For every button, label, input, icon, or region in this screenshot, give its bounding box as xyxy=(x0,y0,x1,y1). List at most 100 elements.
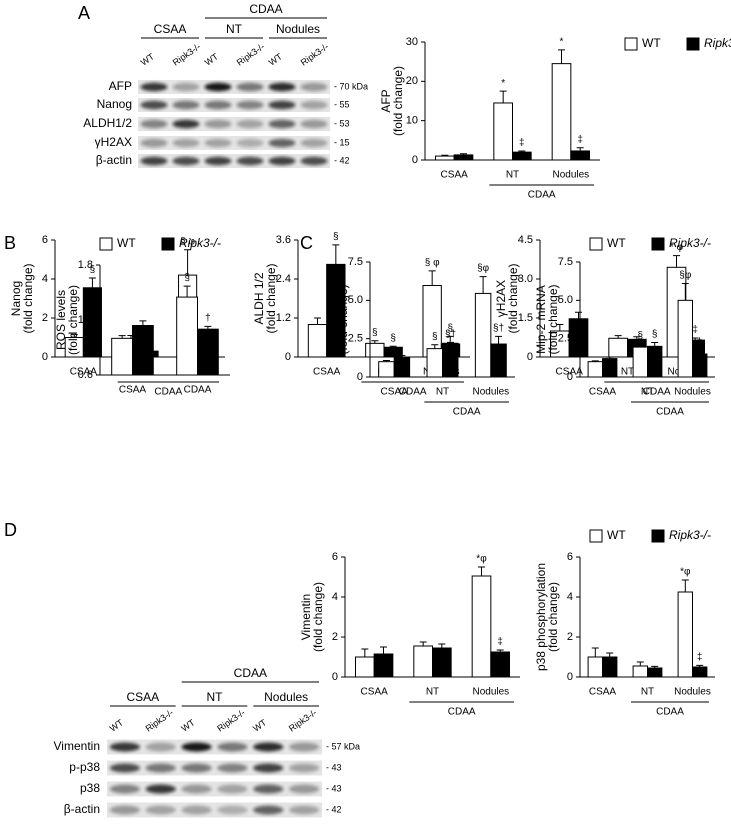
blot-row-label: Nanog xyxy=(97,97,132,111)
x-tick-label: Nodules xyxy=(674,687,711,698)
blot-size: - 43 xyxy=(326,762,342,772)
significance-label: ‡ xyxy=(697,652,703,663)
error-bar xyxy=(518,150,526,153)
legend-label: WT xyxy=(607,236,626,250)
y-axis-label: ROS levels xyxy=(54,290,68,350)
y-tick-label: 0.6 xyxy=(78,369,93,381)
significance-label: ‡ xyxy=(519,138,525,149)
legend-swatch xyxy=(624,37,638,51)
x-tick-label: CSAA xyxy=(589,687,617,698)
blot-band xyxy=(253,805,284,815)
bar xyxy=(490,343,507,378)
error-bar xyxy=(371,340,379,344)
bar xyxy=(692,666,708,678)
significance-label: * φ xyxy=(670,242,684,253)
error-bar xyxy=(380,646,387,654)
y-tick-label: 0 xyxy=(527,351,533,363)
bar xyxy=(587,656,603,678)
error-bar xyxy=(606,652,614,657)
legend-label: Ripk3-/- xyxy=(704,36,731,50)
lane-label: WT xyxy=(267,51,285,68)
y-tick-label: 0 xyxy=(332,671,338,683)
legend-label: Ripk3-/- xyxy=(669,528,711,542)
bar xyxy=(647,667,663,678)
blot-band xyxy=(140,156,168,166)
x-tick-label: CDAA xyxy=(184,385,212,396)
error-bar xyxy=(499,90,507,103)
x-tick-label: CSAA xyxy=(441,170,469,181)
significance-label: § xyxy=(90,265,96,276)
y-axis-label: (fold change) xyxy=(391,66,405,136)
bar xyxy=(677,299,693,378)
bar xyxy=(435,155,455,161)
bar xyxy=(551,63,572,161)
significance-label: ‡ xyxy=(577,134,583,145)
y-axis-label: ALDH 1/2 xyxy=(252,272,266,324)
error-bar xyxy=(636,343,644,348)
bar xyxy=(393,357,411,378)
bar xyxy=(378,361,395,378)
blot-band xyxy=(140,100,168,110)
blot-band xyxy=(236,138,264,148)
lane-label: Ripk3-/- xyxy=(287,707,319,733)
blot-band xyxy=(109,742,140,752)
error-bar xyxy=(441,154,449,157)
blot-size: - 15 xyxy=(334,137,350,147)
bar xyxy=(570,150,590,161)
group-label: CDAA xyxy=(656,707,684,718)
blot-band xyxy=(268,82,296,92)
blot-band xyxy=(181,805,212,815)
significance-label: §† xyxy=(445,329,456,340)
group-label: CDAA xyxy=(399,387,427,398)
x-tick-label: Nodules xyxy=(674,387,711,398)
bar xyxy=(111,337,133,376)
group-label: CDAA xyxy=(656,407,684,418)
x-tick-label: Nodules xyxy=(552,170,589,181)
significance-label: § φ xyxy=(425,258,440,269)
x-tick-label: CSAA xyxy=(70,367,98,378)
blot-group: CSAA xyxy=(154,22,187,36)
y-axis-label: (fold change) xyxy=(66,285,80,355)
blot-band xyxy=(236,100,264,110)
blot-band xyxy=(109,784,140,794)
bar xyxy=(471,575,492,678)
y-axis-label: Mip-2 mRNA xyxy=(534,285,548,354)
y-tick-label: 0 xyxy=(412,154,418,166)
y-tick-label: 0 xyxy=(567,371,573,383)
blot-size: - 70 kDa xyxy=(334,81,368,91)
legend-label: WT xyxy=(607,528,626,542)
blot-band xyxy=(300,156,328,166)
y-tick-label: 7.5 xyxy=(558,256,573,268)
lane-label: WT xyxy=(108,717,126,734)
blot-size: - 55 xyxy=(334,99,350,109)
y-tick-label: 0 xyxy=(42,351,48,363)
error-bar xyxy=(428,270,436,286)
blot-band xyxy=(289,805,320,815)
legend-label: WT xyxy=(117,236,136,250)
error-bar xyxy=(478,566,485,576)
blot-group: Nodules xyxy=(264,690,308,704)
y-tick-label: 2.5 xyxy=(348,333,363,345)
blot-band xyxy=(236,82,264,92)
blot-band xyxy=(289,742,320,752)
blot-size: - 53 xyxy=(334,118,350,128)
significance-label: § xyxy=(390,333,396,344)
legend-label: Ripk3-/- xyxy=(179,236,221,250)
blot-band xyxy=(145,784,176,794)
y-tick-label: 10 xyxy=(406,115,418,127)
y-axis-label: (fold change) xyxy=(546,582,560,652)
error-bar xyxy=(460,153,467,155)
significance-label: §† xyxy=(493,323,504,334)
blot-band xyxy=(172,138,200,148)
y-axis-label: α-Sma mRNA xyxy=(324,282,338,356)
group-label: CDAA xyxy=(643,387,671,398)
blot-band xyxy=(253,784,284,794)
y-axis-label: (fold change) xyxy=(506,263,520,333)
blot-band xyxy=(300,119,328,129)
blot-row-label: β-actin xyxy=(64,802,100,816)
blot-band xyxy=(289,784,320,794)
bar xyxy=(426,348,443,378)
error-bar xyxy=(389,345,397,348)
lane-label: Ripk3-/- xyxy=(215,707,247,733)
blot-band xyxy=(145,763,176,773)
